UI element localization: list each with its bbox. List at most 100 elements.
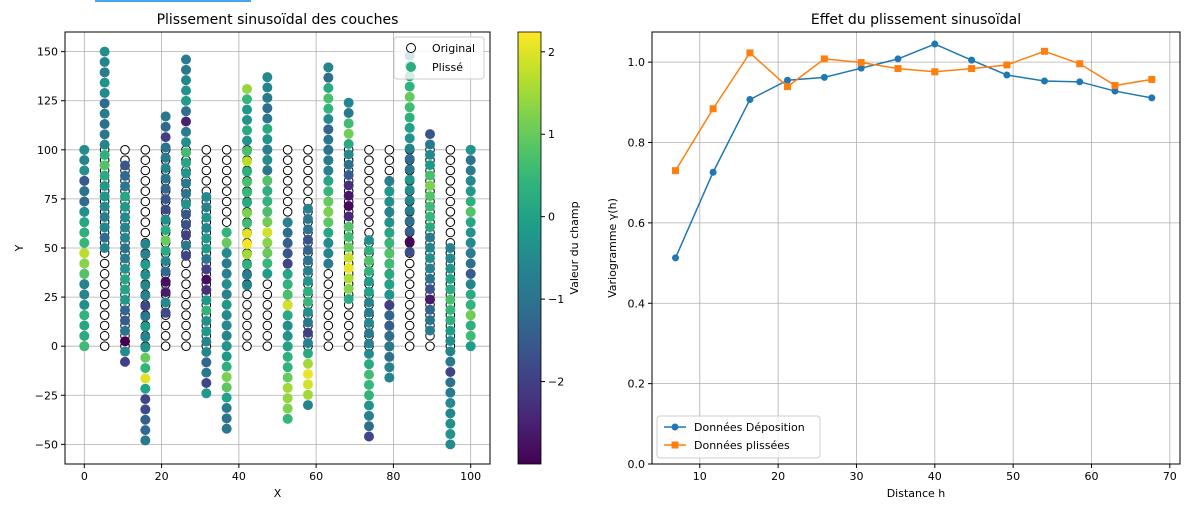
plisse-point <box>363 348 374 359</box>
data-point <box>1003 71 1011 79</box>
plisse-point <box>404 153 415 164</box>
plisse-point <box>465 196 476 207</box>
plisse-point <box>323 62 334 73</box>
plisse-point <box>363 328 374 339</box>
colorbar-tick-label: 2 <box>548 46 555 59</box>
plisse-point <box>302 255 313 266</box>
original-point <box>323 279 334 289</box>
original-point <box>140 186 151 196</box>
data-point <box>1003 61 1011 69</box>
plisse-point <box>262 206 273 217</box>
plisse-point <box>181 85 192 96</box>
original-point <box>303 176 313 186</box>
plisse-point <box>201 222 212 233</box>
plisse-point <box>140 270 151 281</box>
data-point <box>784 83 792 91</box>
plisse-point <box>120 181 131 192</box>
plisse-point <box>160 245 171 256</box>
plisse-point <box>445 284 456 295</box>
plisse-point <box>384 300 395 311</box>
plisse-point <box>140 394 151 405</box>
plisse-point <box>201 212 212 223</box>
plisse-point <box>242 259 253 270</box>
original-point <box>201 176 212 186</box>
plisse-point <box>465 206 476 217</box>
plisse-point <box>242 94 253 105</box>
plisse-point <box>181 106 192 117</box>
plisse-point <box>363 317 374 328</box>
plisse-point <box>384 289 395 300</box>
plisse-point <box>465 165 476 176</box>
plisse-point <box>79 289 90 300</box>
plisse-point <box>120 170 131 181</box>
plisse-point <box>343 139 354 150</box>
plisse-point <box>120 201 131 212</box>
plisse-point <box>99 222 110 233</box>
plisse-point <box>201 377 212 388</box>
plisse-point <box>201 243 212 254</box>
plisse-point <box>404 81 415 92</box>
plisse-point <box>221 371 232 382</box>
original-point <box>384 145 395 155</box>
plisse-point <box>79 248 90 259</box>
plisse-point <box>160 142 171 153</box>
original-point <box>404 310 415 320</box>
plisse-point <box>201 326 212 337</box>
plisse-point <box>262 154 273 165</box>
plisse-point <box>282 279 293 290</box>
original-point <box>404 320 415 331</box>
plisse-point <box>99 139 110 150</box>
plisse-point <box>262 165 273 176</box>
plisse-point <box>343 159 354 170</box>
plisse-point <box>384 196 395 207</box>
original-point <box>221 145 232 155</box>
plisse-point <box>160 132 171 143</box>
plisse-point <box>221 309 232 320</box>
plisse-point <box>181 209 192 220</box>
plisse-point <box>221 330 232 341</box>
colorbar-bar <box>517 31 542 465</box>
plisse-point <box>424 149 435 160</box>
plisse-point <box>424 211 435 222</box>
original-point <box>364 217 374 227</box>
y-tick-label: 1.0 <box>628 56 646 69</box>
plisse-point <box>343 232 354 243</box>
plisse-point <box>262 237 273 248</box>
plisse-point <box>221 268 232 279</box>
x-axis-label: X <box>274 487 282 500</box>
x-tick-label: 20 <box>155 470 169 483</box>
plisse-point <box>99 56 110 67</box>
plisse-point <box>242 207 253 218</box>
plisse-point <box>140 301 151 312</box>
axes-1: 10 20 30 40 50 60 70 0.0 0.2 0.4 0.6 0.8 1.0 Effet du… <box>606 12 1180 500</box>
plisse-point <box>120 336 131 347</box>
plisse-point <box>343 273 354 284</box>
original-point <box>99 269 110 279</box>
plisse-point <box>465 320 476 331</box>
plisse-point <box>242 280 253 291</box>
original-point <box>343 341 354 351</box>
plisse-point <box>302 203 313 214</box>
original-point <box>99 300 110 310</box>
plisse-point <box>302 338 313 349</box>
plisse-point <box>160 214 171 225</box>
plisse-point <box>221 392 232 403</box>
plisse-point <box>302 389 313 400</box>
y-tick-label: 75 <box>44 193 58 206</box>
plisse-point <box>201 202 212 213</box>
plisse-point <box>242 197 253 208</box>
original-point <box>242 320 252 331</box>
chart-title: Plissement sinusoïdal des couches <box>157 12 399 28</box>
original-point <box>323 269 334 279</box>
plisse-point <box>445 315 456 326</box>
plisse-point <box>302 265 313 276</box>
plisse-point <box>79 206 90 217</box>
x-tick-label: 30 <box>849 470 863 483</box>
original-point <box>99 320 110 331</box>
plisse-point <box>465 299 476 310</box>
original-point <box>262 289 273 300</box>
original-point <box>364 207 374 217</box>
plisse-point <box>465 258 476 269</box>
plisse-point <box>343 170 354 181</box>
plisse-point <box>363 286 374 297</box>
